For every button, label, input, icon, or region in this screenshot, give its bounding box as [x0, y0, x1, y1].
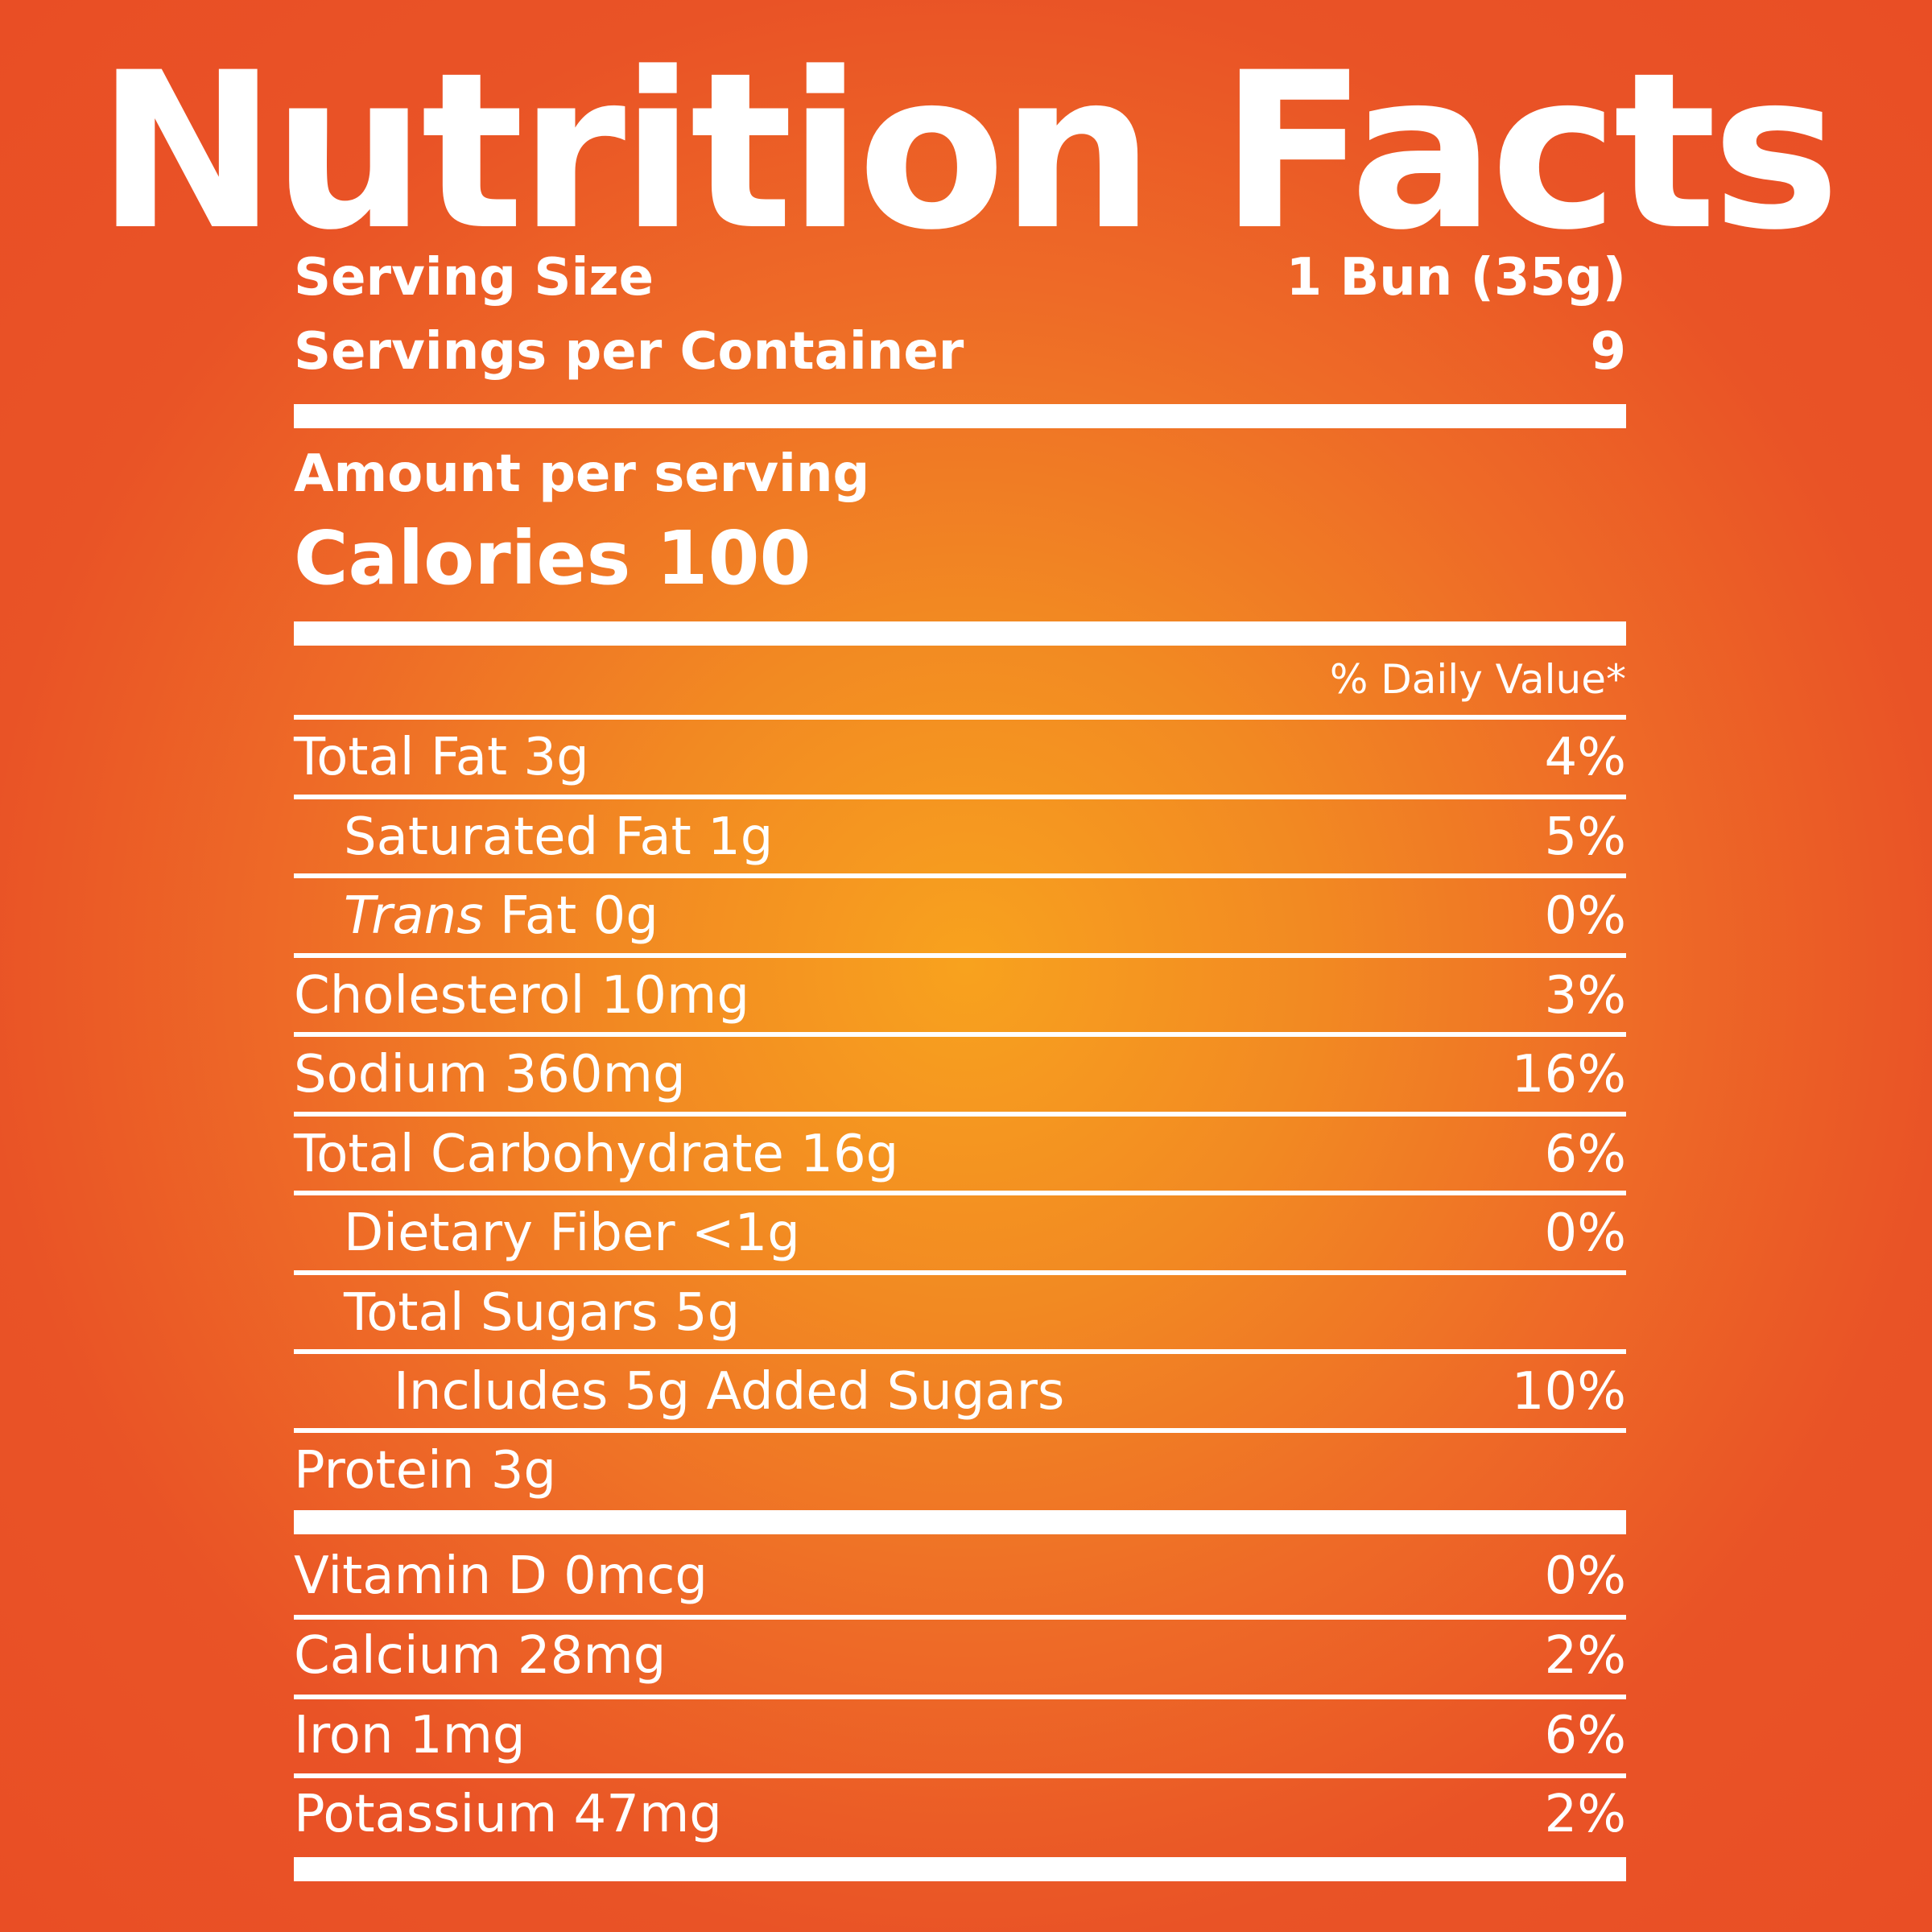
divider-thin — [294, 1695, 1626, 1699]
vitamin-row: Iron 1mg 6% — [294, 1699, 1626, 1772]
nutrient-row: Sodium 360mg 16% — [294, 1038, 1626, 1111]
nutrient-dv: 4% — [1544, 728, 1626, 787]
divider-thick — [294, 1857, 1626, 1881]
nutrient-row: Includes 5g Added Sugars 10% — [294, 1356, 1626, 1428]
nutrient-label: Total Sugars 5g — [344, 1283, 741, 1343]
vitamin-label: Iron 1mg — [294, 1706, 526, 1765]
vitamin-dv: 2% — [1544, 1626, 1626, 1686]
nutrient-label: Includes 5g Added Sugars — [394, 1362, 1065, 1422]
nutrient-label: Total Carbohydrate 16g — [294, 1125, 899, 1184]
serving-size-value: 1 Bun (35g) — [1286, 248, 1626, 308]
nutrient-dv: 16% — [1511, 1045, 1626, 1104]
nutrient-row: Trans Fat 0g 0% — [294, 880, 1626, 952]
divider-thin — [294, 873, 1626, 878]
page-title: Nutrition Facts — [96, 27, 1840, 278]
nutrient-label: Sodium 360mg — [294, 1045, 686, 1104]
vitamin-label: Vitamin D 0mcg — [294, 1546, 708, 1606]
nutrition-panel: Serving Size 1 Bun (35g) Servings per Co… — [294, 0, 1626, 1932]
nutrient-dv: 6% — [1544, 1125, 1626, 1184]
vitamin-dv: 0% — [1544, 1546, 1626, 1606]
trans-italic: Trans — [344, 886, 484, 946]
servings-per-container-row: Servings per Container 9 — [294, 320, 1626, 384]
nutrient-dv: 5% — [1544, 807, 1626, 867]
nutrient-dv: 0% — [1544, 886, 1626, 946]
nutrient-dv: 0% — [1544, 1203, 1626, 1263]
nutrient-dv: 10% — [1511, 1362, 1626, 1422]
divider-thin — [294, 1191, 1626, 1195]
nutrient-label: Trans Fat 0g — [294, 886, 658, 946]
divider-thick — [294, 404, 1626, 428]
divider-thin — [294, 1349, 1626, 1354]
divider-thin — [294, 715, 1626, 720]
divider-thin — [294, 1615, 1626, 1620]
serving-size-row: Serving Size 1 Bun (35g) — [294, 246, 1626, 310]
serving-size-label: Serving Size — [294, 248, 654, 308]
nutrient-row: Cholesterol 10mg 3% — [294, 960, 1626, 1032]
nutrient-row: Total Fat 3g 4% — [294, 721, 1626, 794]
nutrient-row: Total Carbohydrate 16g 6% — [294, 1118, 1626, 1191]
nutrient-label: Saturated Fat 1g — [344, 807, 774, 867]
nutrient-label: Dietary Fiber <1g — [344, 1203, 800, 1263]
amount-per-serving: Amount per serving — [294, 444, 870, 504]
servings-per-container-label: Servings per Container — [294, 322, 964, 382]
nutrient-row: Protein 3g — [294, 1435, 1626, 1507]
divider-thick — [294, 621, 1626, 646]
trans-rest: Fat 0g — [483, 886, 658, 946]
divider-thin — [294, 1112, 1626, 1117]
nutrient-dv: 3% — [1544, 966, 1626, 1026]
divider-thin — [294, 1270, 1626, 1275]
calories: Calories 100 — [294, 515, 811, 601]
vitamin-dv: 2% — [1544, 1785, 1626, 1844]
nutrient-row: Saturated Fat 1g 5% — [294, 801, 1626, 873]
vitamin-label: Calcium 28mg — [294, 1626, 667, 1686]
daily-value-header: % Daily Value* — [1329, 656, 1626, 703]
vitamin-row: Vitamin D 0mcg 0% — [294, 1540, 1626, 1612]
divider-thick — [294, 1510, 1626, 1534]
divider-thin — [294, 1032, 1626, 1037]
vitamin-row: Calcium 28mg 2% — [294, 1620, 1626, 1692]
nutrient-label: Protein 3g — [294, 1441, 557, 1501]
divider-thin — [294, 1428, 1626, 1433]
nutrient-row: Dietary Fiber <1g 0% — [294, 1197, 1626, 1269]
nutrient-label: Total Fat 3g — [294, 728, 589, 787]
divider-thin — [294, 795, 1626, 799]
divider-thin — [294, 1773, 1626, 1778]
nutrient-label: Cholesterol 10mg — [294, 966, 749, 1026]
vitamin-label: Potassium 47mg — [294, 1785, 722, 1844]
vitamin-dv: 6% — [1544, 1706, 1626, 1765]
servings-per-container-value: 9 — [1590, 322, 1626, 382]
nutrient-row: Total Sugars 5g — [294, 1277, 1626, 1349]
divider-thin — [294, 953, 1626, 958]
vitamin-row: Potassium 47mg 2% — [294, 1778, 1626, 1851]
